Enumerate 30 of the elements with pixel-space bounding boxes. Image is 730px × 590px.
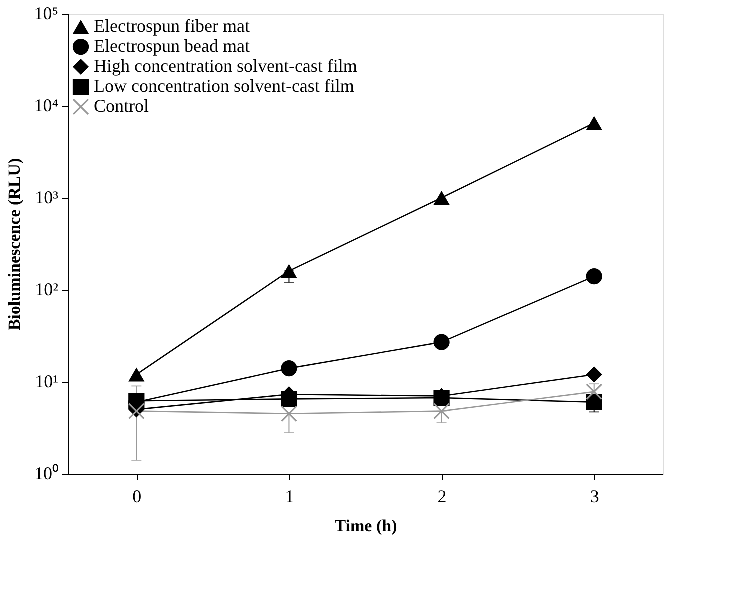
point bbox=[586, 268, 602, 285]
y-tick-label: 10⁵ bbox=[34, 4, 58, 24]
point bbox=[434, 403, 450, 420]
x-tick-label: 2 bbox=[438, 486, 447, 506]
point bbox=[281, 391, 298, 408]
point bbox=[281, 264, 298, 278]
legend-label: Electrospun fiber mat bbox=[94, 16, 250, 36]
point bbox=[586, 394, 602, 410]
legend-label: Control bbox=[94, 96, 150, 116]
y-axis-title: Bioluminescence (RLU) bbox=[5, 158, 24, 331]
x-tick-label: 3 bbox=[590, 486, 600, 506]
legend-label: High concentration solvent-cast film bbox=[94, 56, 358, 76]
y-tick-label: 10⁰ bbox=[34, 464, 58, 484]
legend-label: Low concentration solvent-cast film bbox=[94, 76, 354, 96]
legend-label: Electrospun bead mat bbox=[94, 36, 250, 56]
point bbox=[281, 406, 298, 422]
point bbox=[434, 334, 450, 350]
x-axis-title: Time (h) bbox=[334, 516, 398, 536]
point bbox=[434, 191, 450, 205]
y-tick-label: 10³ bbox=[35, 188, 60, 208]
y-tick-label: 10¹ bbox=[35, 372, 58, 392]
point bbox=[586, 384, 602, 400]
y-tick-label: 10⁴ bbox=[34, 96, 58, 116]
point bbox=[586, 366, 602, 383]
point bbox=[586, 116, 602, 130]
point bbox=[128, 368, 145, 382]
x-tick-label: 0 bbox=[132, 486, 142, 506]
point bbox=[281, 360, 298, 377]
x-tick-label: 1 bbox=[285, 486, 294, 506]
y-tick-label: 10² bbox=[35, 280, 58, 300]
